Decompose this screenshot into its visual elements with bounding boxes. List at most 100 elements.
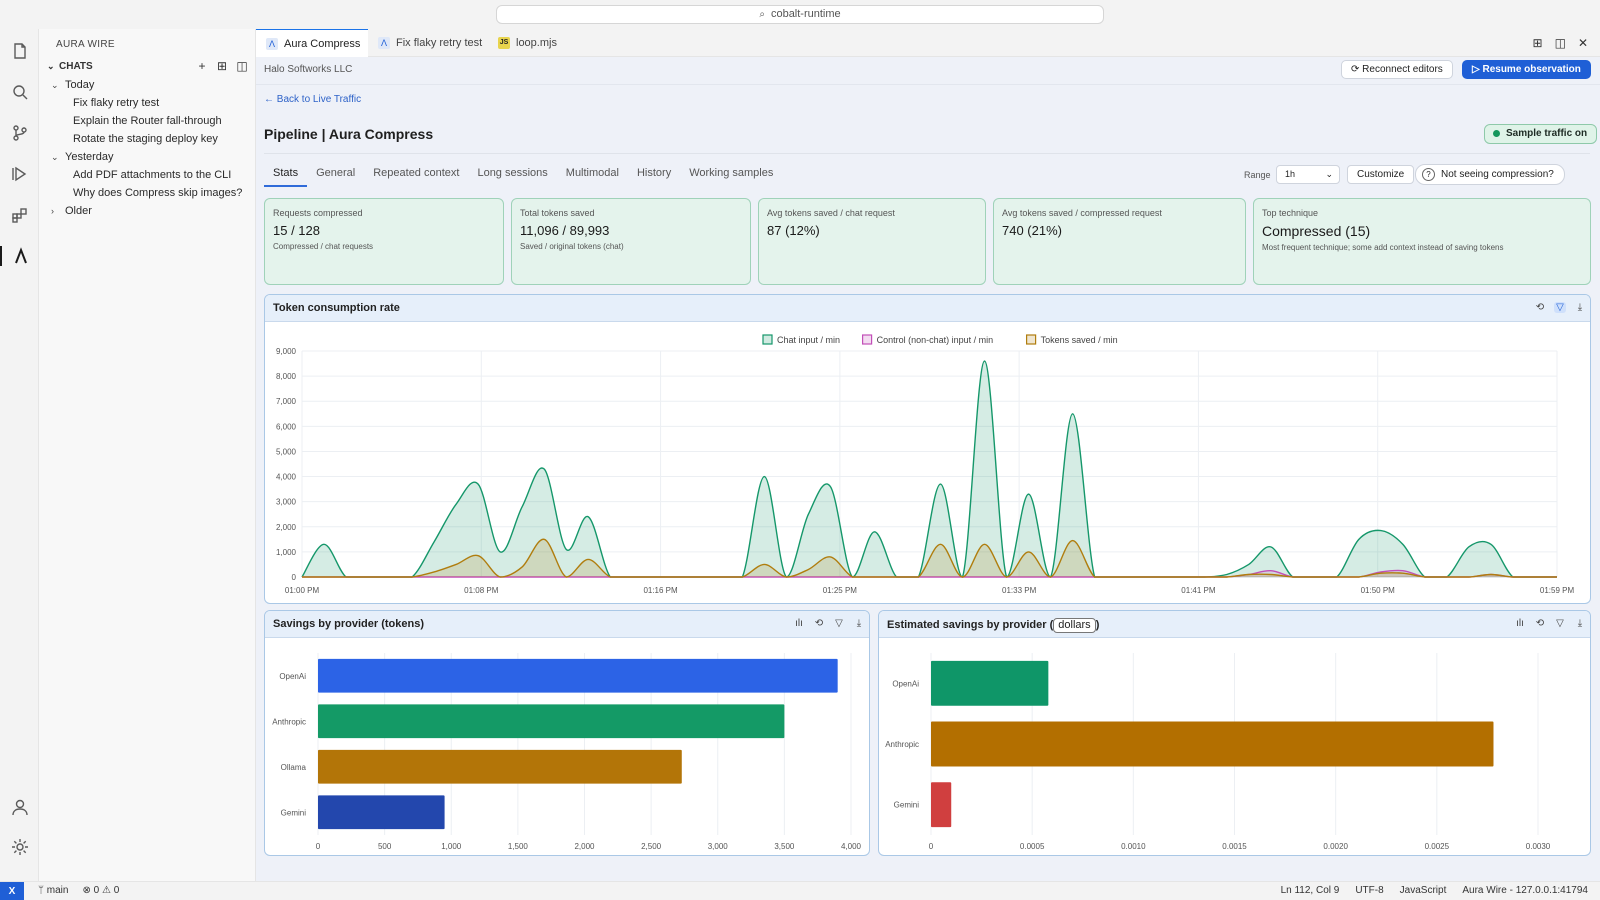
layout-grid-icon[interactable]: ⊞ <box>1532 36 1543 50</box>
not-seeing-compression-button[interactable]: ? Not seeing compression? <box>1415 164 1565 185</box>
aura-wire-icon[interactable] <box>0 246 39 266</box>
bar-anthropic <box>318 704 785 739</box>
group-older[interactable]: › Older <box>51 205 92 217</box>
source-control-icon[interactable] <box>10 123 30 143</box>
bar-anthropic <box>931 721 1494 767</box>
grid-view-icon[interactable]: ⊞ <box>216 59 228 73</box>
run-debug-icon[interactable] <box>10 164 30 184</box>
legend-swatch <box>1025 334 1037 345</box>
extensions-icon[interactable] <box>10 205 30 225</box>
chart-type-icon[interactable]: ılı <box>1516 618 1524 629</box>
x-tick-label: 0.0010 <box>1121 842 1146 851</box>
new-chat-icon[interactable]: + <box>198 59 206 73</box>
group-yesterday[interactable]: ⌄ Yesterday <box>51 151 114 163</box>
x-tick-label: 01:25 PM <box>823 586 858 595</box>
range-select[interactable]: 1h ⌄ <box>1276 165 1340 184</box>
chevron-right-icon: › <box>51 206 54 216</box>
panel-title: Token consumption rate <box>273 302 400 314</box>
branch-indicator[interactable]: ᛘ main <box>38 885 68 896</box>
download-icon[interactable]: ⤓ <box>856 618 862 629</box>
tab-multimodal[interactable]: Multimodal <box>565 167 619 179</box>
tab-stats[interactable]: Stats <box>264 161 308 187</box>
chart-type-icon[interactable]: ılı <box>795 618 803 629</box>
x-tick-label: 01:50 PM <box>1361 586 1396 595</box>
tab-general[interactable]: General <box>316 167 356 179</box>
server-indicator[interactable]: Aura Wire - 127.0.0.1:41794 <box>1462 885 1588 896</box>
reset-zoom-icon[interactable]: ⟲ <box>1535 618 1545 629</box>
remote-indicator[interactable]: X <box>0 882 24 900</box>
stat-card-total-tokens-saved: Total tokens saved 11,096 / 89,993 Saved… <box>511 198 751 285</box>
filter-icon[interactable]: ▽ <box>1556 618 1564 629</box>
savings-tokens-panel: Savings by provider (tokens) ılı ⟲ ▽ ⤓ 0… <box>264 610 870 856</box>
panel-header: Estimated savings by provider (dollars) … <box>879 611 1590 638</box>
chat-item[interactable]: Fix flaky retry test <box>73 97 160 109</box>
tab-working-samples[interactable]: Working samples <box>689 167 774 179</box>
stat-card-avg-per-compressed: Avg tokens saved / compressed request 74… <box>993 198 1246 285</box>
tab-long-sessions[interactable]: Long sessions <box>477 167 548 179</box>
back-to-live-traffic-link[interactable]: ← Back to Live Traffic <box>264 94 362 105</box>
tab-loop-mjs[interactable]: JS loop.mjs <box>488 29 568 57</box>
encoding-indicator[interactable]: UTF-8 <box>1355 885 1384 896</box>
x-tick-label: 0.0005 <box>1020 842 1045 851</box>
panel-title: Savings by provider (tokens) <box>273 618 424 630</box>
language-mode[interactable]: JavaScript <box>1399 885 1447 896</box>
search-icon[interactable] <box>10 82 30 102</box>
x-tick-label: 0.0015 <box>1222 842 1247 851</box>
filter-icon[interactable]: ▽ <box>1554 302 1566 313</box>
explorer-icon[interactable] <box>10 41 30 61</box>
y-tick-label: 5,000 <box>276 447 297 456</box>
editor-area: Λ Aura Compress Λ Fix flaky retry test JS l… <box>256 29 1600 881</box>
problems-indicator[interactable]: ⊗ 0 ⚠ 0 <box>82 885 120 896</box>
tab-history[interactable]: History <box>636 167 672 179</box>
bar-gemini <box>318 795 445 830</box>
chat-item[interactable]: Rotate the staging deploy key <box>73 133 218 145</box>
category-label: Gemini <box>894 801 920 810</box>
cursor-position[interactable]: Ln 112, Col 9 <box>1280 885 1340 896</box>
tab-repeated-context[interactable]: Repeated context <box>373 167 460 179</box>
toggle-panel-icon[interactable]: ◫ <box>1554 36 1566 50</box>
tab-fix-flaky-retry-test[interactable]: Λ Fix flaky retry test <box>368 29 488 57</box>
group-label: Older <box>65 205 92 217</box>
page-title: Pipeline | Aura Compress <box>264 126 434 142</box>
download-icon[interactable]: ⤓ <box>1577 618 1583 629</box>
filter-icon[interactable]: ▽ <box>835 618 843 629</box>
stat-value: 11,096 / 89,993 <box>520 223 610 238</box>
savings-dollars-panel: Estimated savings by provider (dollars) … <box>878 610 1591 856</box>
split-panel-icon[interactable]: ◫ <box>236 59 248 73</box>
category-label: OpenAi <box>892 679 919 688</box>
chat-item[interactable]: Explain the Router fall-through <box>73 115 222 127</box>
reconnect-editors-button[interactable]: ⟳ Reconnect editors <box>1341 60 1453 79</box>
resume-observation-button[interactable]: ▷ Resume observation <box>1462 60 1591 79</box>
subtab-bar: Stats General Repeated context Long sess… <box>264 161 782 187</box>
title-suffix: ) <box>1095 619 1100 631</box>
panel-title: Estimated savings by provider (dollars) <box>887 618 1099 633</box>
chats-section-header[interactable]: ⌄ CHATS + ⊞ ◫ <box>47 59 252 79</box>
chat-item[interactable]: Add PDF attachments to the CLI <box>73 169 232 181</box>
title-bar: ⌕ cobalt-runtime <box>0 0 1600 29</box>
y-tick-label: 9,000 <box>276 347 297 356</box>
customize-button[interactable]: Customize <box>1347 165 1415 184</box>
group-today[interactable]: ⌄ Today <box>51 79 94 91</box>
command-center[interactable]: ⌕ cobalt-runtime <box>496 5 1104 24</box>
account-icon[interactable] <box>10 797 30 817</box>
x-tick-label: 0 <box>316 842 321 851</box>
sample-traffic-toggle[interactable]: Sample traffic on <box>1484 124 1598 144</box>
x-tick-label: 01:08 PM <box>464 586 499 595</box>
tab-aura-compress[interactable]: Λ Aura Compress <box>256 29 368 57</box>
y-tick-label: 1,000 <box>276 548 297 557</box>
settings-gear-icon[interactable] <box>10 837 30 857</box>
close-icon[interactable]: ✕ <box>1577 36 1588 50</box>
stat-label: Top technique <box>1262 208 1319 218</box>
reset-zoom-icon[interactable]: ⟲ <box>814 618 824 629</box>
x-tick-label: 01:41 PM <box>1181 586 1216 595</box>
help-icon: ? <box>1422 168 1435 181</box>
stat-label: Avg tokens saved / compressed request <box>1002 208 1162 218</box>
stat-value: 87 (12%) <box>767 223 820 238</box>
reset-zoom-icon[interactable]: ⟲ <box>1535 302 1545 313</box>
download-icon[interactable]: ⤓ <box>1577 302 1583 313</box>
currency-unit-select[interactable]: dollars <box>1053 618 1096 633</box>
chat-item[interactable]: Why does Compress skip images? <box>73 187 243 199</box>
category-label: Anthropic <box>885 740 919 749</box>
search-icon: ⌕ <box>759 9 765 20</box>
group-label: Yesterday <box>65 151 114 163</box>
